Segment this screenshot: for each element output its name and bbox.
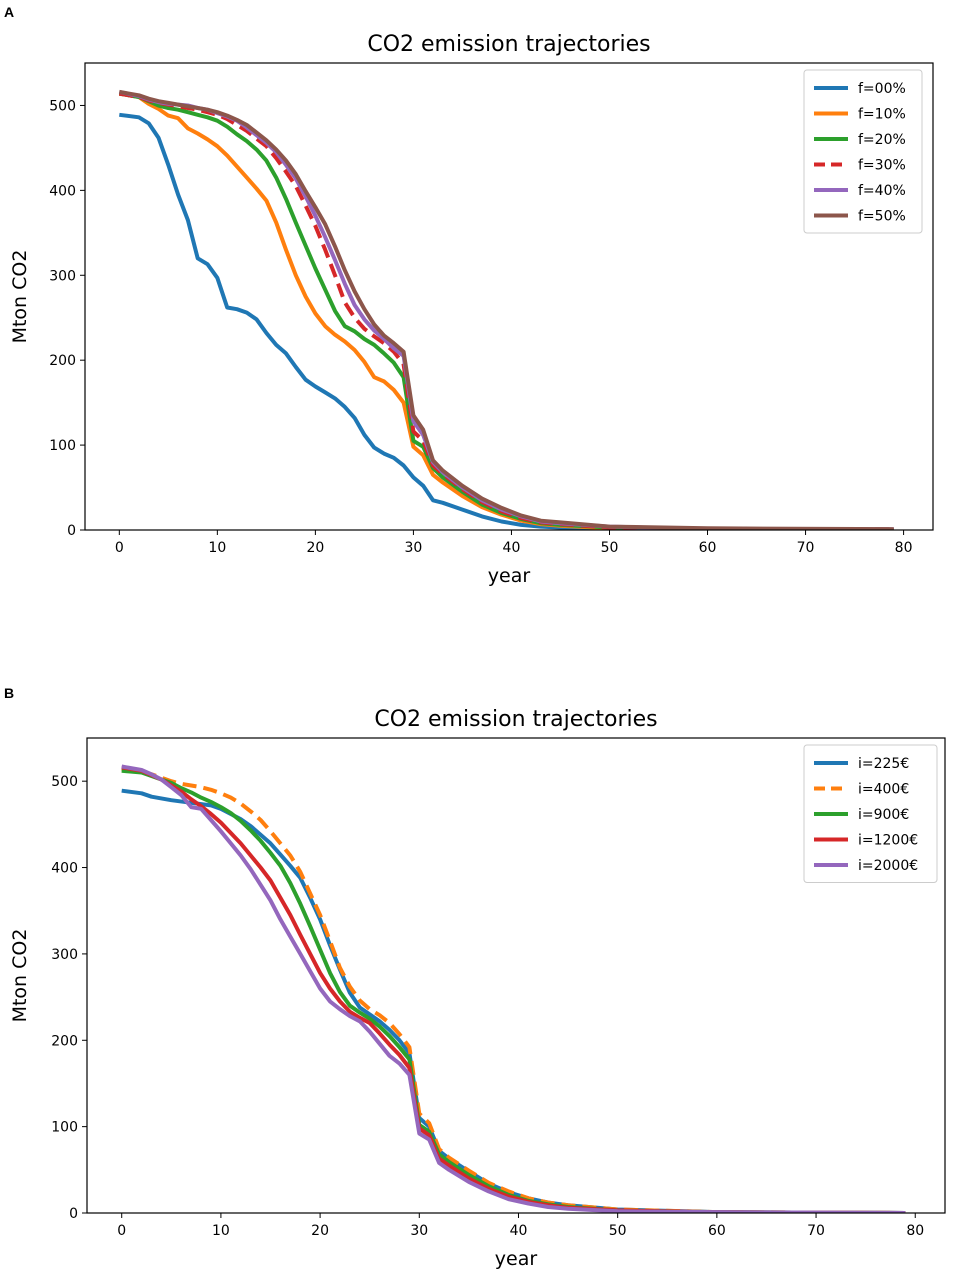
x-axis-label: year (488, 565, 531, 587)
chart-panel-b: B CO2 emission trajectories 0 10 20 30 40 50 60… (0, 675, 957, 1280)
x-tick-label: 80 (906, 1223, 924, 1239)
series-line-4 (118, 91, 894, 530)
legend: f=00% f=10% f=20% f=30% f=40% f=50% (803, 69, 923, 234)
x-tick-label: 20 (311, 1223, 329, 1239)
series-line-2 (118, 91, 894, 530)
x-tick-label: 0 (117, 1223, 126, 1239)
x-tick-label: 40 (510, 1223, 528, 1239)
legend-label: f=00% (858, 81, 906, 97)
series-line-5 (121, 764, 906, 1213)
legend-box (803, 744, 938, 883)
y-tick-label: 300 (49, 268, 76, 284)
series-line-2 (121, 767, 906, 1213)
plot-frame (84, 62, 934, 531)
y-tick-label: 200 (51, 1033, 78, 1049)
y-tick-label: 500 (49, 98, 76, 114)
legend-label: f=10% (858, 107, 906, 123)
chart-a: CO2 emission trajectories 0 10 20 30 40 50 60 70… (9, 32, 934, 587)
legend-label: f=50% (858, 209, 906, 225)
y-tick-label: 0 (69, 1206, 78, 1222)
chart-title: CO2 emission trajectories (374, 707, 657, 732)
x-tick-label: 10 (208, 540, 226, 556)
x-tick-label: 60 (708, 1223, 726, 1239)
plot-area (121, 764, 906, 1213)
x-tick-label: 30 (410, 1223, 428, 1239)
x-tick-label: 60 (699, 540, 717, 556)
chart-panel-a: A CO2 emission trajectories 0 10 20 30 40 50 60… (4, 4, 934, 587)
legend-label: f=30% (858, 158, 906, 174)
legend-label: i=2000€ (858, 858, 918, 874)
y-tick-label: 400 (51, 861, 78, 877)
legend-label: f=20% (858, 132, 906, 148)
series-line-1 (119, 112, 894, 530)
x-tick-label: 10 (212, 1223, 230, 1239)
x-tick-label: 40 (503, 540, 521, 556)
plot-area (118, 89, 894, 530)
x-tick-label: 70 (797, 540, 815, 556)
y-tick-label: 500 (51, 774, 78, 790)
panel-label-a: A (4, 4, 15, 20)
chart-title: CO2 emission trajectories (367, 32, 650, 57)
x-tick-label: 0 (115, 540, 124, 556)
series-line-6 (118, 89, 894, 530)
chart-b: CO2 emission trajectories 0 10 20 30 40 50 60 70… (9, 707, 946, 1270)
y-tick-label: 100 (49, 438, 76, 454)
legend: i=225€ i=400€ i=900€ i=1200€ i=2000€ (803, 744, 938, 883)
series-line-3 (121, 768, 906, 1213)
plot-frame (86, 737, 946, 1214)
x-tick-label: 50 (609, 1223, 627, 1239)
x-axis-label: year (495, 1248, 538, 1270)
legend-box (803, 69, 923, 234)
y-tick-label: 100 (51, 1120, 78, 1136)
x-tick-label: 20 (306, 540, 324, 556)
y-tick-label: 300 (51, 947, 78, 963)
legend-label: i=900€ (858, 807, 909, 823)
series-line-4 (121, 765, 906, 1213)
panel-label-b: B (4, 685, 15, 701)
y-axis-label: Mton CO2 (9, 929, 31, 1023)
y-tick-label: 400 (49, 183, 76, 199)
x-tick-label: 50 (601, 540, 619, 556)
x-tick-label: 30 (405, 540, 423, 556)
y-axis-label: Mton CO2 (9, 250, 31, 344)
legend-label: i=225€ (858, 756, 909, 772)
series-line-3 (118, 91, 894, 530)
legend-label: i=400€ (858, 782, 909, 798)
y-tick-label: 0 (67, 523, 76, 539)
legend-label: f=40% (858, 183, 906, 199)
x-tick-label: 80 (895, 540, 913, 556)
legend-label: i=1200€ (858, 833, 918, 849)
y-tick-label: 200 (49, 353, 76, 369)
x-tick-label: 70 (807, 1223, 825, 1239)
